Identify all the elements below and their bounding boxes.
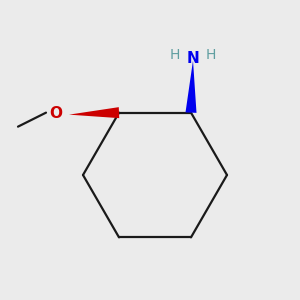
Text: N: N [187,51,200,66]
Polygon shape [185,61,197,113]
Text: H: H [206,48,216,62]
Text: H: H [170,48,180,62]
Text: O: O [50,106,62,121]
Polygon shape [69,107,119,118]
